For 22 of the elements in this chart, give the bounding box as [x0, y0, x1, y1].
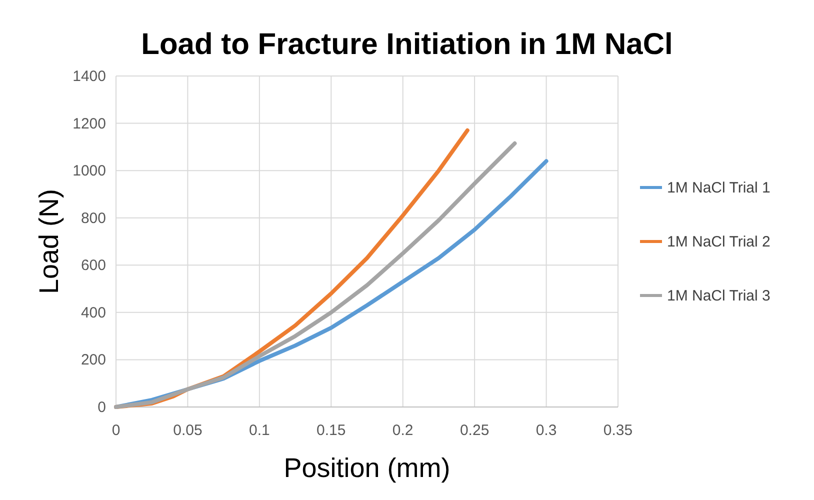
x-axis-title: Position (mm) — [284, 453, 450, 483]
y-tick-label: 1400 — [72, 68, 106, 85]
legend-label: 1M NaCl Trial 3 — [667, 288, 770, 304]
y-tick-label: 200 — [80, 352, 106, 369]
y-tick-label: 600 — [80, 257, 106, 274]
x-tick-label: 0 — [112, 422, 120, 439]
legend-label: 1M NaCl Trial 2 — [667, 234, 770, 250]
x-tick-label: 0.15 — [316, 422, 346, 439]
x-tick-label: 0.25 — [460, 422, 490, 439]
y-tick-label: 0 — [98, 399, 106, 416]
x-tick-label: 0.05 — [173, 422, 202, 439]
x-tick-label: 0.35 — [603, 422, 633, 439]
x-tick-label: 0.2 — [392, 422, 414, 439]
y-tick-label: 400 — [80, 304, 106, 322]
y-tick-label: 1200 — [72, 115, 106, 132]
chart-title: Load to Fracture Initiation in 1M NaCl — [141, 28, 673, 61]
legend-label: 1M NaCl Trial 1 — [667, 180, 770, 196]
y-tick-label: 1000 — [72, 162, 106, 180]
x-tick-label: 0.3 — [536, 422, 557, 439]
y-axis-title: Load (N) — [34, 188, 64, 294]
y-tick-label: 800 — [80, 210, 106, 227]
x-tick-label: 0.1 — [249, 422, 270, 439]
